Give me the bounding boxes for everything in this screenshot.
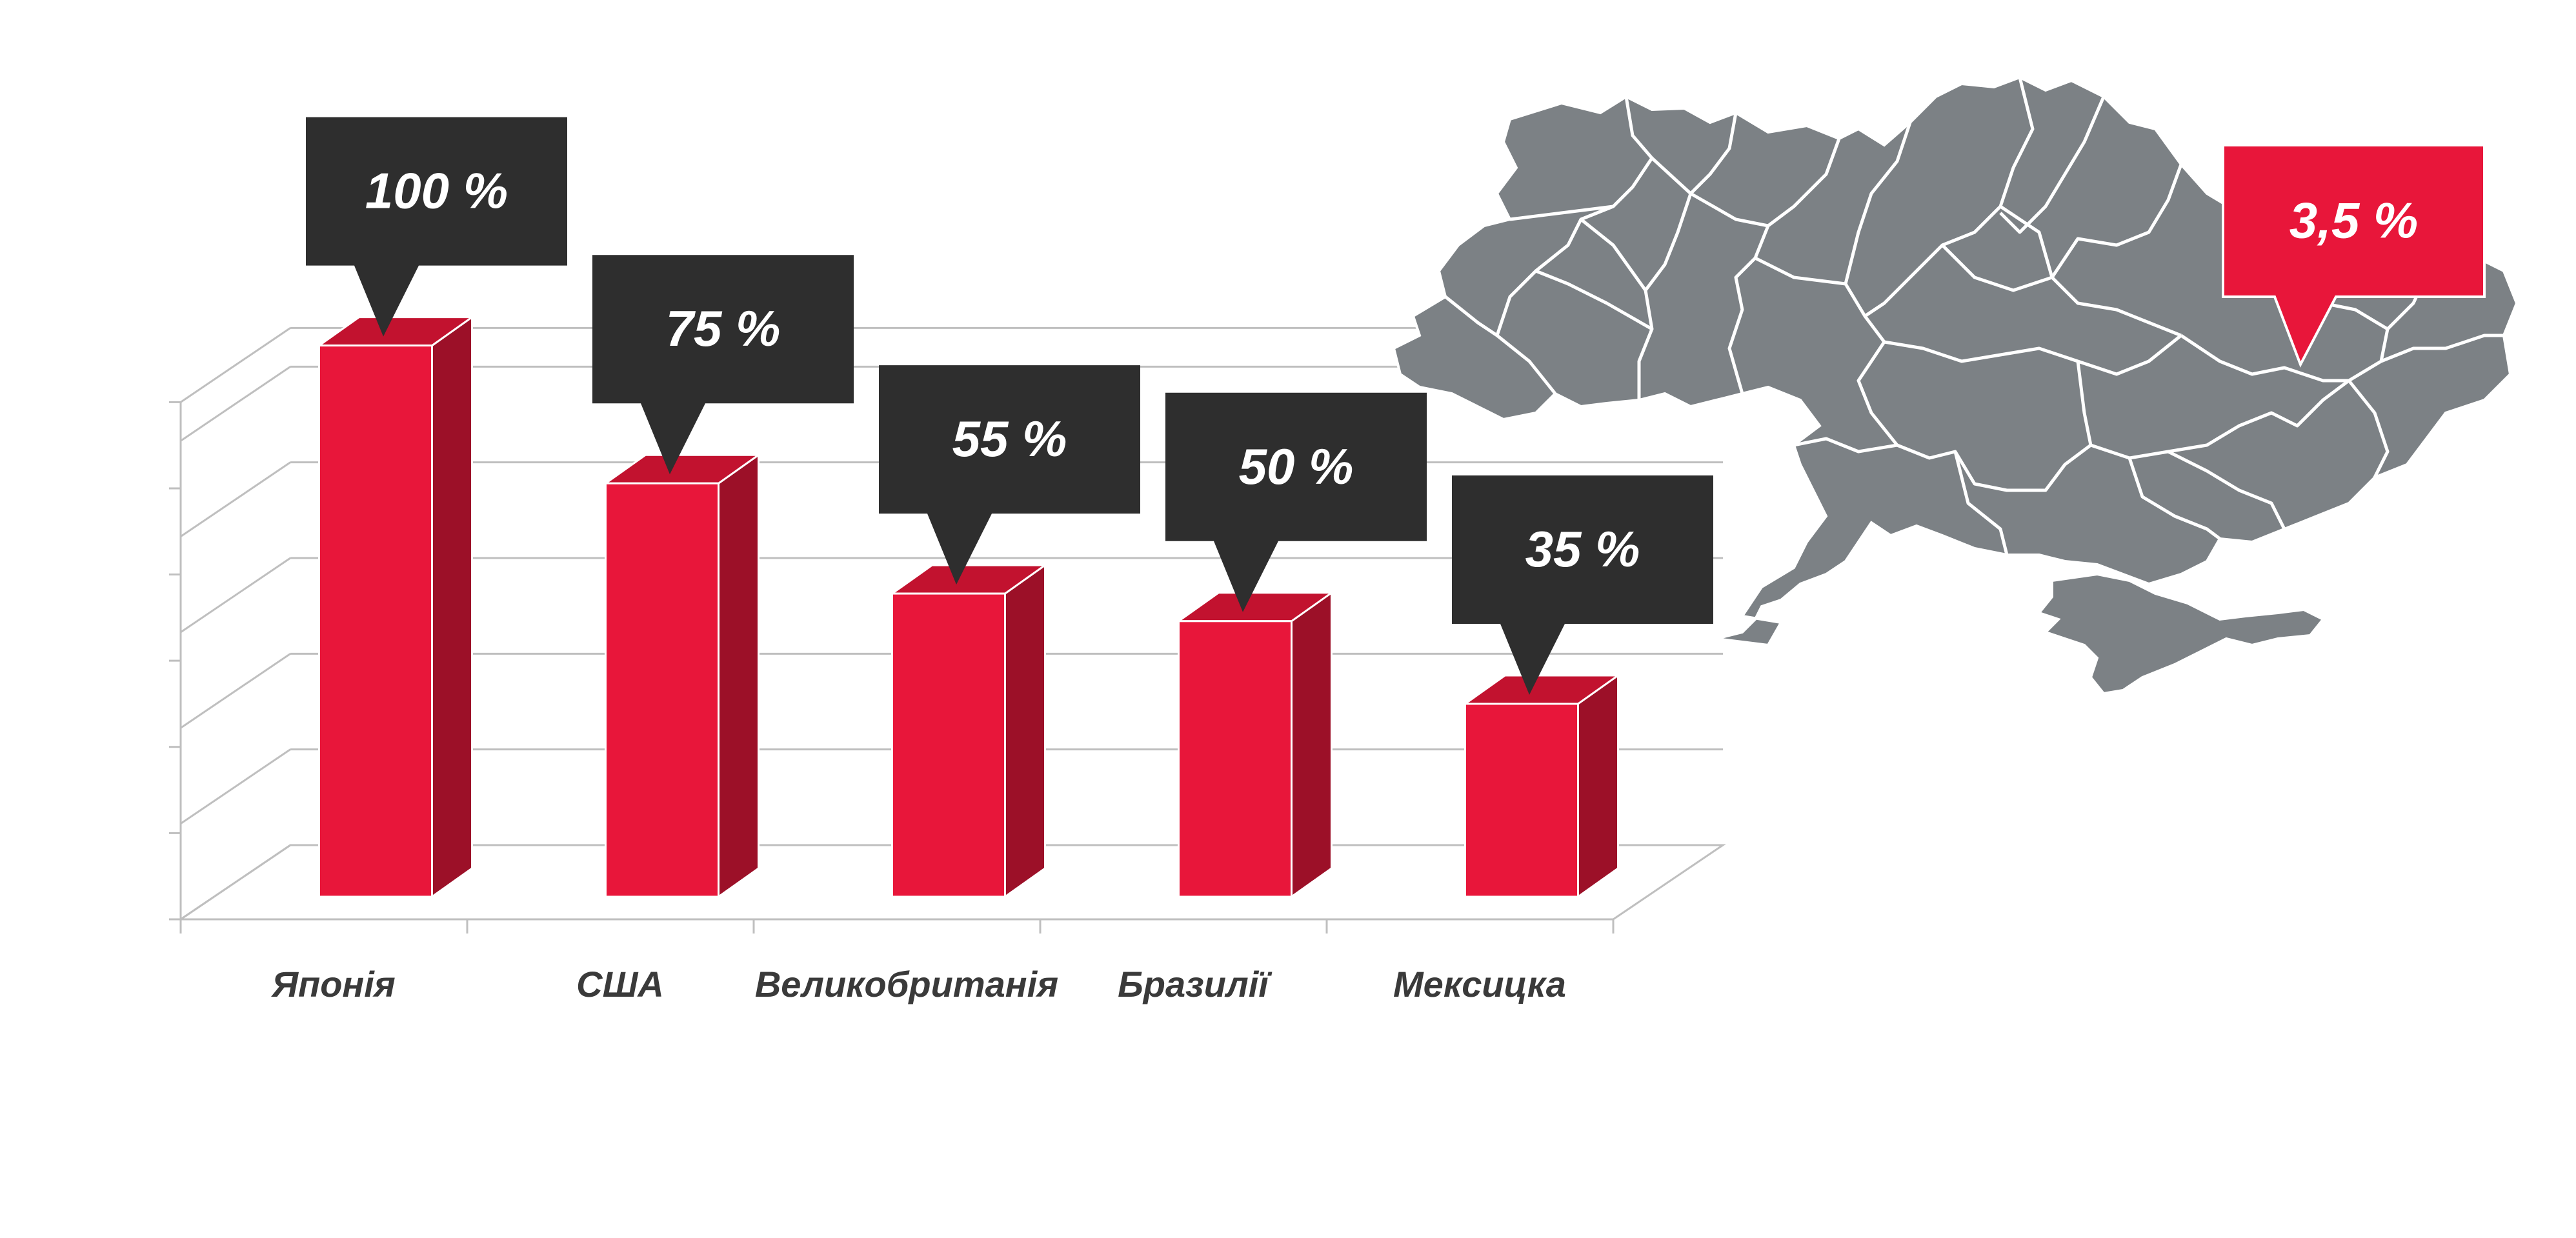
- data-label: 50 %: [1239, 438, 1354, 495]
- x-tick-label: Мексицка: [1393, 964, 1566, 1004]
- gridline-depth: [180, 748, 291, 824]
- region-borders: [1444, 77, 2504, 555]
- gridline-depth: [180, 327, 291, 403]
- bar-side: [1577, 674, 1619, 899]
- map-callout-label: 3,5 %: [2289, 192, 2418, 249]
- callout-box: [879, 365, 1140, 585]
- bar-side: [1291, 590, 1333, 899]
- x-tick-label: Великобританія: [755, 964, 1058, 1004]
- value-callout: 50 %: [1165, 392, 1427, 612]
- value-callout: 75 %: [592, 255, 854, 475]
- bar-front: [318, 344, 433, 898]
- data-label: 35 %: [1525, 521, 1640, 577]
- gridline-depth: [180, 461, 291, 537]
- callout-group: 100 % 75 % 55 % 50 % 35 %: [306, 117, 1713, 695]
- bar-group: [316, 315, 1622, 899]
- bar-side: [1004, 563, 1046, 899]
- bar-front: [1464, 703, 1579, 898]
- crimea-outline: [2037, 572, 2326, 695]
- callout-box: [1452, 475, 1713, 695]
- gridline-depth: [180, 366, 291, 442]
- gridline-depth: [180, 557, 291, 634]
- bar-side: [431, 315, 473, 899]
- x-tick-label: США: [576, 964, 664, 1004]
- gridline-depth: [180, 653, 291, 729]
- ukraine-map: 3,5 %: [1392, 75, 2519, 695]
- x-tick-label: Японія: [270, 964, 396, 1004]
- bar-front: [605, 482, 719, 898]
- callout-box: [306, 117, 567, 337]
- map-callout-box: [2222, 144, 2486, 368]
- bar: [1462, 674, 1622, 899]
- x-tick-labels: Японія США Великобританія Бразилії Мексицка: [270, 964, 1566, 1004]
- data-label: 100 %: [365, 163, 508, 219]
- value-callout: 100 %: [306, 117, 567, 337]
- chart-floor: [177, 844, 1726, 921]
- value-callout: 35 %: [1452, 475, 1713, 695]
- value-callout: 55 %: [879, 365, 1140, 585]
- bar: [1175, 590, 1335, 899]
- bar-front: [891, 592, 1006, 898]
- callout-box: [1165, 392, 1427, 612]
- bar-front: [1178, 620, 1293, 898]
- bar: [602, 453, 762, 899]
- bar: [316, 315, 476, 899]
- data-label: 75 %: [666, 300, 781, 357]
- x-tick-label: Бразилії: [1118, 964, 1273, 1004]
- map-value-callout: 3,5 %: [2222, 144, 2486, 368]
- data-label: 55 %: [952, 410, 1067, 467]
- bar-side: [718, 453, 760, 899]
- callout-box: [592, 255, 854, 475]
- bar: [889, 563, 1049, 899]
